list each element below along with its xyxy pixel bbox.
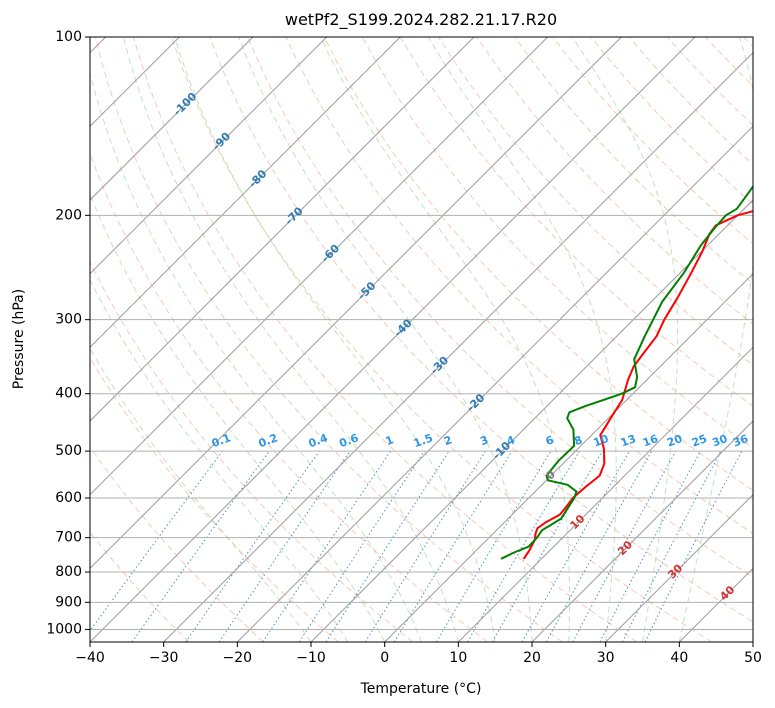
profile-lines [500, 184, 753, 560]
background-lines [90, 37, 753, 642]
moist-adiabat-line [90, 278, 349, 642]
mixing-ratio-label: 16 [641, 432, 660, 450]
dry-adiabat-line [476, 37, 753, 325]
y-tick-label: 600 [55, 490, 82, 506]
mixing-ratio-label: 1 [384, 433, 396, 448]
x-tick-label: 50 [744, 650, 762, 666]
y-tick-label: 1000 [46, 621, 82, 637]
isotherm-line [90, 37, 475, 422]
mixing-ratio-line [185, 450, 320, 642]
mixing-ratio-label: 10 [592, 432, 611, 450]
mixing-ratio-line [325, 450, 450, 642]
y-tick-label: 300 [55, 312, 82, 328]
dry-adiabat-line [247, 37, 753, 578]
mixing-ratio-label: 1.5 [412, 431, 435, 450]
mixing-ratio-label: 13 [619, 432, 638, 449]
y-tick-label: 400 [55, 386, 82, 402]
dry-adiabat-line [90, 260, 414, 642]
dry-adiabat-line [285, 37, 753, 535]
isotherm-line [90, 37, 549, 496]
mixing-ratio-line [521, 450, 630, 642]
moist-adiabat-line [90, 193, 386, 642]
y-tick-label: 900 [55, 594, 82, 610]
y-axis: 100 200 300 400 500 600 700 800 900 1000 [46, 29, 90, 637]
mixing-ratio-label: 36 [731, 432, 750, 450]
x-tick-label: 0 [380, 650, 389, 666]
mixing-ratio-line [90, 450, 223, 632]
x-tick-label: 30 [597, 650, 615, 666]
isotherm-line [384, 272, 753, 642]
chart-title: wetPf2_S199.2024.282.21.17.R20 [285, 10, 557, 30]
plot-frame [89, 36, 754, 643]
moist-adiabat-line [320, 37, 571, 642]
dry-adiabat-line [171, 37, 712, 642]
moist-adiabat-line [122, 37, 459, 642]
y-tick-label: 700 [55, 530, 82, 546]
temperature-line [522, 210, 753, 560]
isotherm-line [310, 199, 753, 642]
dry-adiabat-line [90, 446, 264, 642]
dry-adiabat-line [90, 356, 339, 642]
dry-adiabat-line [132, 37, 638, 642]
isotherm-line [90, 37, 401, 349]
x-tick-label: −20 [223, 650, 253, 666]
y-tick-label: 800 [55, 564, 82, 580]
isotherm-line [90, 37, 622, 570]
y-tick-label: 100 [55, 29, 82, 45]
moist-adiabat-line [90, 72, 422, 642]
mixing-ratio-line [545, 450, 653, 642]
dry-adiabat-line [94, 37, 563, 642]
mixing-ratio-line [644, 450, 743, 642]
isotherm-line [90, 37, 328, 275]
x-tick-label: 10 [449, 650, 467, 666]
mixing-ratio-label: 0.6 [338, 431, 361, 450]
isotherm-line [531, 420, 753, 642]
mixing-ratio-label: 30 [710, 432, 729, 450]
mixing-ratio-line [298, 450, 425, 642]
moist-adiabat-line [174, 37, 496, 642]
x-tick-label: −40 [75, 650, 105, 666]
y-axis-title: Pressure (hPa) [11, 289, 27, 389]
isotherm-line [605, 493, 753, 642]
dry-adiabat-line [323, 37, 753, 491]
isotherm-line [90, 37, 254, 201]
mixing-ratio-label: 3 [478, 433, 490, 448]
y-tick-label: 500 [55, 443, 82, 459]
x-axis-title: Temperature (°C) [360, 681, 482, 697]
moist-adiabat-line [428, 37, 617, 642]
moist-adiabat-line [238, 37, 533, 642]
moist-adiabat-line [571, 37, 679, 642]
isotherm-line [457, 346, 753, 642]
isotherm-line [236, 125, 753, 642]
y-tick-label: 200 [55, 207, 82, 223]
mixing-ratio-label: 25 [690, 432, 709, 449]
dry-adiabat-line [514, 37, 753, 285]
mixing-ratio-line [572, 450, 677, 642]
mixing-ratio-label: 0.2 [257, 431, 280, 450]
mixing-ratio-label: 4 [505, 433, 517, 448]
dry-adiabat-line [209, 37, 753, 623]
mixing-ratio-line [131, 450, 270, 642]
mixing-ratio-label: 20 [665, 432, 684, 450]
isotherm-line [90, 37, 696, 642]
dewpoint-line [500, 184, 753, 560]
moist-adiabat-line [678, 37, 753, 642]
x-tick-label: −10 [296, 650, 326, 666]
isotherm-line [752, 641, 753, 642]
grid-lines [90, 37, 753, 642]
mixing-ratio-label: 2 [442, 433, 454, 448]
mixing-ratio-line [393, 450, 513, 642]
x-tick-label: 40 [670, 650, 688, 666]
mixing-ratio-line [218, 450, 351, 642]
x-tick-label: −30 [149, 650, 179, 666]
mixing-ratio-label: 8 [572, 433, 584, 448]
mixing-ratio-label: 0.1 [210, 431, 233, 450]
mixing-ratio-line [262, 450, 392, 642]
x-tick-label: 20 [523, 650, 541, 666]
mixing-ratio-label: 0.4 [307, 431, 330, 450]
mixing-ratio-label: 6 [544, 433, 556, 448]
x-axis: −40 −30 −20 −10 0 10 20 30 40 50 [75, 642, 762, 666]
isotherm-line [163, 51, 753, 642]
